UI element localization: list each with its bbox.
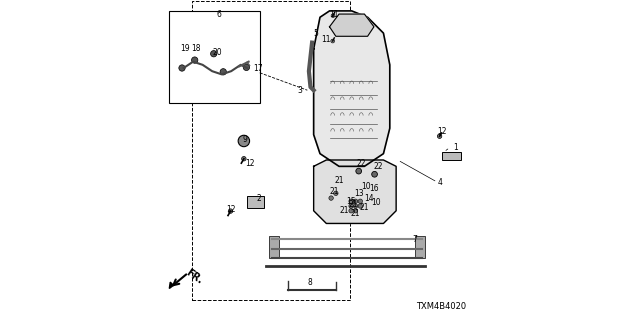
Text: 12: 12 [437,127,447,136]
Text: 21: 21 [334,176,344,185]
Circle shape [331,14,335,18]
Bar [415,236,425,258]
Circle shape [353,199,358,204]
Text: 11: 11 [330,10,339,19]
Circle shape [243,64,250,70]
Bar [191,1,350,300]
Text: 21: 21 [349,200,358,209]
Circle shape [358,204,362,208]
Circle shape [349,204,353,208]
Circle shape [353,209,358,213]
Text: 21: 21 [339,206,349,215]
Text: 10: 10 [371,198,380,207]
Text: 6: 6 [217,10,222,19]
Polygon shape [170,282,173,288]
Text: 2: 2 [257,194,261,203]
Text: 1: 1 [453,143,458,152]
Circle shape [358,199,362,204]
Text: 19: 19 [180,44,190,53]
Text: TXM4B4020: TXM4B4020 [417,302,467,311]
Polygon shape [330,14,374,36]
Bar [170,11,260,103]
Circle shape [179,65,185,71]
Circle shape [242,156,246,161]
Text: 14: 14 [364,194,374,203]
Text: 20: 20 [212,48,222,57]
Circle shape [211,51,217,57]
Text: 10: 10 [361,182,371,191]
Text: 3: 3 [298,86,303,95]
Text: 16: 16 [369,184,379,193]
Text: 12: 12 [246,159,255,168]
Circle shape [437,134,442,139]
Circle shape [220,69,227,75]
Circle shape [356,168,362,174]
Circle shape [353,204,358,208]
Text: 7: 7 [412,235,417,244]
Circle shape [349,209,353,213]
Circle shape [329,196,333,200]
Circle shape [349,199,353,204]
Text: 11: 11 [321,35,331,44]
Text: 18: 18 [191,44,201,53]
Polygon shape [314,11,390,166]
Bar [442,152,461,160]
Text: 21: 21 [330,187,339,196]
Circle shape [228,209,233,213]
Bar [247,196,264,208]
Text: 12: 12 [227,205,236,214]
Text: 22: 22 [374,162,383,171]
Text: 13: 13 [355,189,364,198]
Text: 17: 17 [253,63,263,73]
Polygon shape [314,160,396,223]
Text: 5: 5 [314,28,319,38]
Circle shape [331,39,335,43]
Text: 22: 22 [356,159,366,168]
Circle shape [372,172,378,177]
Text: FR.: FR. [184,268,204,286]
Text: 4: 4 [437,178,442,187]
Text: 21: 21 [350,209,360,219]
Text: 9: 9 [243,135,247,144]
Circle shape [333,191,338,196]
Circle shape [238,135,250,147]
Text: 15: 15 [347,197,356,206]
Text: 8: 8 [307,278,312,287]
Bar [269,236,279,258]
Circle shape [191,57,198,63]
Text: 21: 21 [360,203,369,212]
